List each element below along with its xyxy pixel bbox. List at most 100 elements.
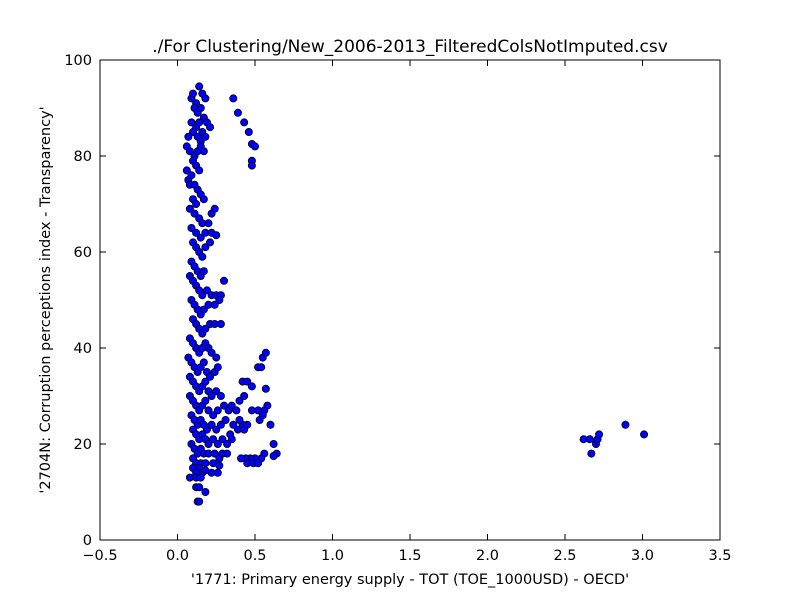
scatter-point bbox=[210, 300, 219, 309]
scatter-point bbox=[195, 118, 204, 127]
scatter-points bbox=[182, 82, 649, 506]
x-tick-label: 0.0 bbox=[166, 548, 189, 564]
x-tick-label: 1.0 bbox=[321, 548, 344, 564]
scatter-point bbox=[213, 439, 222, 448]
x-tick-label: −0.5 bbox=[82, 548, 117, 564]
scatter-point bbox=[216, 391, 225, 400]
scatter-point bbox=[247, 161, 256, 170]
scatter-point bbox=[229, 94, 238, 103]
scatter-point bbox=[212, 231, 221, 240]
scatter-point bbox=[195, 483, 204, 492]
x-tick-label: 1.5 bbox=[398, 548, 421, 564]
scatter-point bbox=[206, 372, 215, 381]
scatter-point bbox=[212, 387, 221, 396]
scatter-point bbox=[199, 267, 208, 276]
scatter-point bbox=[212, 353, 221, 362]
scatter-point bbox=[255, 415, 264, 424]
scatter-point bbox=[219, 276, 228, 285]
scatter-point bbox=[261, 348, 270, 357]
scatter-point bbox=[221, 415, 230, 424]
scatter-point bbox=[219, 401, 228, 410]
scatter-point bbox=[192, 199, 201, 208]
scatter-point bbox=[204, 406, 213, 415]
scatter-point bbox=[204, 439, 213, 448]
scatter-point bbox=[212, 425, 221, 434]
scatter-point bbox=[244, 127, 253, 136]
scatter-point bbox=[243, 377, 252, 386]
scatter-point bbox=[195, 497, 204, 506]
scatter-point bbox=[207, 348, 216, 357]
scatter-point bbox=[585, 435, 594, 444]
y-tick-label: 100 bbox=[64, 53, 92, 69]
scatter-point bbox=[185, 204, 194, 213]
scatter-point bbox=[196, 233, 205, 242]
x-axis-label: '1771: Primary energy supply - TOT (TOE_… bbox=[191, 572, 629, 588]
scatter-point bbox=[207, 391, 216, 400]
scatter-point bbox=[188, 127, 197, 136]
scatter-point bbox=[182, 166, 191, 175]
scatter-point bbox=[204, 219, 213, 228]
scatter-point bbox=[209, 411, 218, 420]
scatter-point bbox=[198, 291, 207, 300]
scatter-point bbox=[240, 118, 249, 127]
scatter-point bbox=[202, 425, 211, 434]
scatter-point bbox=[595, 430, 604, 439]
y-tick-label: 0 bbox=[83, 533, 92, 549]
scatter-point bbox=[210, 449, 219, 458]
scatter-point bbox=[188, 89, 197, 98]
scatter-point bbox=[201, 243, 210, 252]
scatter-point bbox=[235, 415, 244, 424]
scatter-point bbox=[269, 451, 278, 460]
scatter-point bbox=[269, 439, 278, 448]
y-tick-label: 60 bbox=[74, 245, 92, 261]
y-axis-ticks: 0 20 40 60 80 100 bbox=[64, 53, 720, 549]
y-tick-label: 20 bbox=[74, 437, 92, 453]
scatter-point bbox=[215, 461, 224, 470]
y-tick-label: 40 bbox=[74, 341, 92, 357]
scatter-point bbox=[199, 305, 208, 314]
scatter-point bbox=[227, 435, 236, 444]
x-tick-label: 2.5 bbox=[553, 548, 576, 564]
scatter-point bbox=[198, 252, 207, 261]
scatter-point bbox=[223, 449, 232, 458]
scatter-point bbox=[640, 430, 649, 439]
scatter-point bbox=[187, 118, 196, 127]
y-tick-label: 80 bbox=[74, 149, 92, 165]
scatter-point bbox=[240, 425, 249, 434]
scatter-point bbox=[621, 420, 630, 429]
scatter-point bbox=[229, 420, 238, 429]
scatter-point bbox=[247, 406, 256, 415]
scatter-point bbox=[233, 108, 242, 117]
scatter-point bbox=[587, 449, 596, 458]
scatter-point bbox=[202, 286, 211, 295]
scatter-point bbox=[187, 171, 196, 180]
scatter-point bbox=[237, 454, 246, 463]
scatter-point bbox=[195, 166, 204, 175]
scatter-point bbox=[196, 473, 205, 482]
scatter-point bbox=[235, 396, 244, 405]
scatter-point bbox=[247, 382, 256, 391]
scatter-point bbox=[201, 132, 210, 141]
scatter-point bbox=[213, 468, 222, 477]
scatter-point bbox=[199, 195, 208, 204]
scatter-point bbox=[201, 396, 210, 405]
x-tick-label: 3.5 bbox=[708, 548, 731, 564]
scatter-point bbox=[187, 223, 196, 232]
scatter-point bbox=[201, 377, 210, 386]
y-axis-label: '2704N: Corruption perceptions index - T… bbox=[38, 106, 54, 493]
scatter-point bbox=[216, 319, 225, 328]
scatter-point bbox=[216, 420, 225, 429]
scatter-point bbox=[185, 147, 194, 156]
scatter-point bbox=[206, 238, 215, 247]
scatter-point bbox=[266, 420, 275, 429]
scatter-point bbox=[201, 487, 210, 496]
scatter-point bbox=[210, 204, 219, 213]
x-tick-label: 2.0 bbox=[476, 548, 499, 564]
scatter-point bbox=[192, 228, 201, 237]
scatter-point bbox=[218, 435, 227, 444]
scatter-point bbox=[190, 209, 199, 218]
x-tick-label: 0.5 bbox=[243, 548, 266, 564]
chart-title: ./For Clustering/New_2006-2013_FilteredC… bbox=[152, 37, 668, 57]
scatter-point bbox=[184, 132, 193, 141]
